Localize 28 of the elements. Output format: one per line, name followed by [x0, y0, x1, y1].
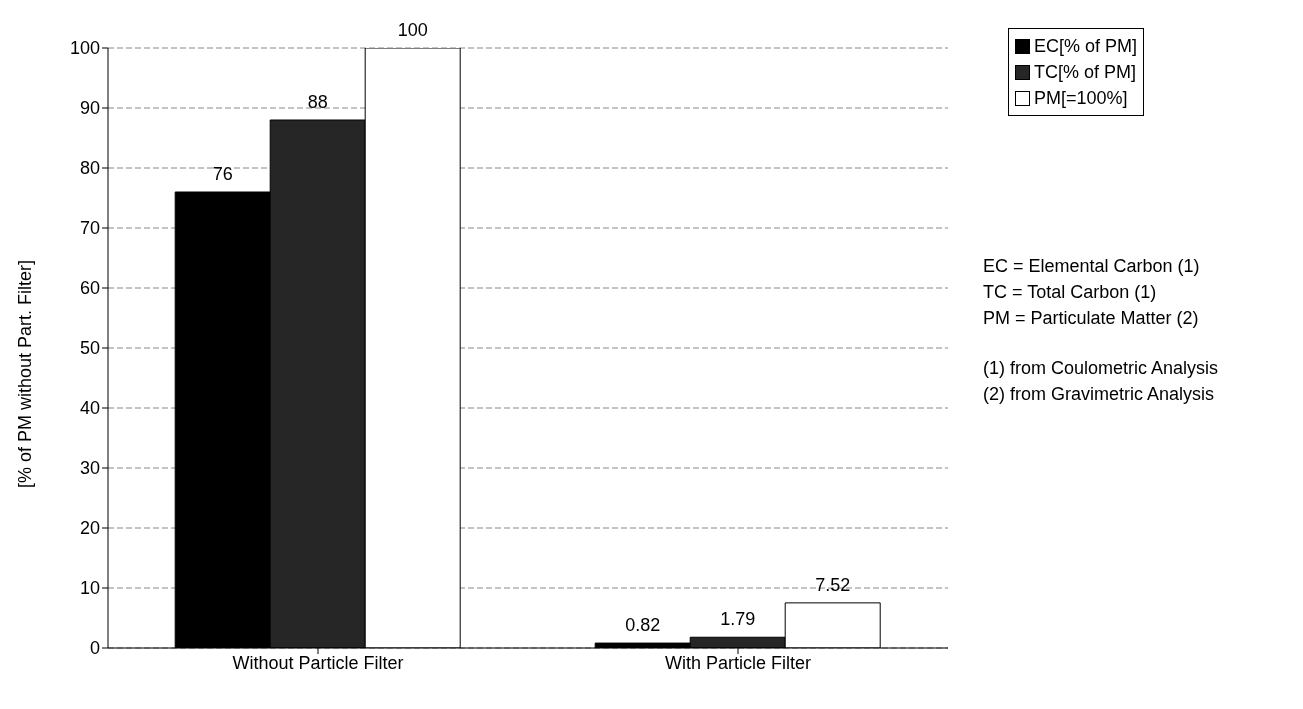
- y-tick-label: 0: [89, 638, 100, 659]
- data-label: 1.79: [720, 609, 756, 630]
- y-tick-label: 30: [79, 458, 100, 479]
- legend-label: TC[% of PM]: [1034, 61, 1137, 84]
- y-tick-label: 20: [79, 518, 100, 539]
- text: (2) from Gravimetric Analysis: [983, 383, 1216, 406]
- data-label: 76: [212, 164, 233, 184]
- y-axis-title: [% of PM without Part. Filter]: [15, 259, 36, 488]
- legend-label: EC[% of PM]: [1034, 35, 1138, 58]
- text: TC = Total Carbon (1): [983, 281, 1158, 304]
- y-tick-label: 70: [79, 218, 100, 239]
- text: EC = Elemental Carbon (1): [983, 255, 1201, 278]
- x-tick-label: Without Particle Filter: [232, 652, 404, 673]
- data-label: 0.82: [625, 615, 661, 636]
- data-label: 88: [307, 92, 328, 112]
- y-tick-label: 90: [79, 98, 100, 119]
- y-tick-label: 60: [79, 278, 100, 299]
- y-tick-label: 10: [79, 578, 100, 599]
- y-tick-label: 40: [79, 398, 100, 419]
- text: PM = Particulate Matter (2): [983, 307, 1200, 330]
- data-label: 7.52: [815, 574, 851, 595]
- y-tick-label: 80: [79, 158, 100, 179]
- y-tick-label: 50: [79, 338, 100, 359]
- data-label: 100: [397, 20, 428, 40]
- legend-label: PM[=100%]: [1034, 87, 1128, 110]
- text: (1) from Coulometric Analysis: [983, 357, 1219, 380]
- x-tick-label: With Particle Filter: [664, 652, 812, 673]
- y-tick-label: 100: [69, 38, 100, 59]
